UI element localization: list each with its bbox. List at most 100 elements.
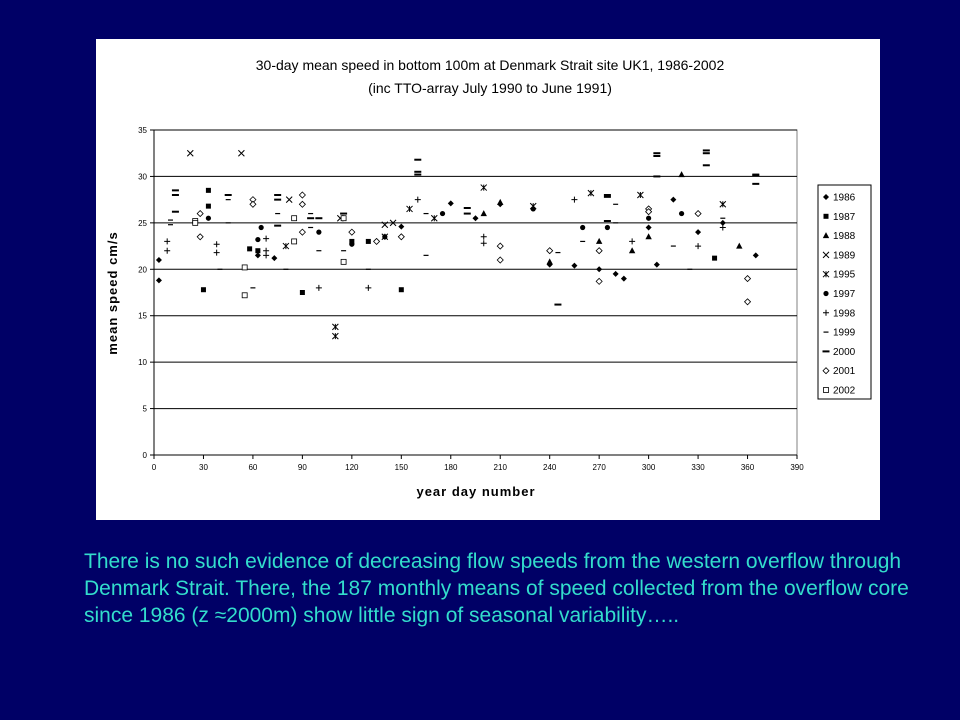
x-tick-label: 0 bbox=[152, 463, 157, 472]
marker-shape bbox=[365, 284, 372, 291]
marker-shape bbox=[587, 189, 595, 197]
marker-shape bbox=[298, 191, 306, 199]
data-point bbox=[719, 200, 727, 208]
marker-shape bbox=[571, 196, 578, 203]
series-1988 bbox=[480, 171, 743, 265]
marker-shape bbox=[271, 255, 278, 262]
legend-item-1999: 1999 bbox=[823, 328, 856, 339]
legend-label: 1988 bbox=[833, 231, 856, 242]
legend-marker bbox=[823, 387, 829, 393]
marker-shape bbox=[258, 224, 264, 231]
marker-shape bbox=[298, 200, 306, 208]
legend-item-1989: 1989 bbox=[822, 250, 856, 261]
data-point bbox=[298, 228, 306, 236]
legend-item-1986: 1986 bbox=[823, 193, 856, 204]
marker-shape bbox=[213, 241, 220, 248]
data-point bbox=[620, 275, 627, 282]
data-point bbox=[247, 246, 253, 252]
series-1987 bbox=[200, 187, 718, 295]
marker-shape bbox=[340, 215, 347, 222]
data-point bbox=[497, 198, 504, 205]
grid-lines bbox=[154, 129, 797, 410]
data-point bbox=[743, 275, 752, 283]
marker-shape bbox=[285, 196, 293, 203]
marker-shape bbox=[480, 240, 487, 247]
x-tick-label: 390 bbox=[790, 463, 804, 472]
marker-shape bbox=[628, 247, 636, 254]
marker-shape bbox=[712, 255, 718, 261]
data-point bbox=[291, 238, 298, 245]
x-axis-ticks: 0 30 60 90 120 150 180 210 240 270 300 330 360 390 bbox=[152, 455, 804, 472]
data-point bbox=[496, 256, 504, 264]
data-point bbox=[695, 229, 702, 236]
marker-shape bbox=[596, 266, 603, 273]
y-tick-label: 25 bbox=[138, 219, 147, 228]
data-point bbox=[254, 252, 261, 259]
data-point bbox=[743, 298, 752, 306]
marker-shape bbox=[719, 224, 726, 231]
marker-shape bbox=[823, 309, 829, 316]
series-2001 bbox=[196, 191, 752, 306]
data-point bbox=[315, 284, 322, 291]
marker-shape bbox=[340, 258, 347, 265]
marker-shape bbox=[752, 252, 759, 259]
data-point bbox=[263, 235, 270, 242]
y-tick-label: 15 bbox=[138, 312, 147, 321]
legend-label: 1995 bbox=[833, 270, 856, 281]
data-point bbox=[340, 215, 347, 222]
legend-item-1987: 1987 bbox=[823, 212, 856, 223]
marker-shape bbox=[315, 284, 322, 291]
marker-shape bbox=[823, 290, 829, 297]
data-point bbox=[530, 206, 536, 212]
y-tick-label: 30 bbox=[138, 172, 147, 181]
legend-label: 1998 bbox=[833, 308, 856, 319]
marker-shape bbox=[213, 249, 220, 256]
marker-shape bbox=[254, 252, 261, 259]
data-point bbox=[546, 247, 554, 255]
marker-shape bbox=[497, 198, 504, 205]
marker-shape bbox=[249, 200, 257, 208]
marker-shape bbox=[823, 194, 829, 200]
chart-svg: 30-day mean speed in bottom 100m at Denm… bbox=[105, 57, 872, 499]
marker-shape bbox=[678, 210, 685, 217]
legend-label: 2001 bbox=[833, 366, 856, 377]
y-tick-label: 0 bbox=[143, 451, 148, 460]
marker-shape bbox=[736, 242, 743, 249]
data-point bbox=[678, 171, 685, 178]
data-point bbox=[316, 229, 322, 235]
legend-label: 1986 bbox=[833, 193, 856, 204]
marker-shape bbox=[164, 238, 171, 245]
legend-item-1988: 1988 bbox=[822, 231, 856, 242]
data-point bbox=[596, 266, 603, 273]
data-point bbox=[271, 255, 278, 262]
legend-label: 1999 bbox=[833, 328, 856, 339]
marker-shape bbox=[155, 277, 162, 284]
marker-shape bbox=[365, 238, 371, 244]
data-point bbox=[241, 292, 248, 299]
x-tick-label: 60 bbox=[248, 463, 257, 472]
legend-marker bbox=[823, 213, 829, 219]
marker-shape bbox=[822, 367, 830, 375]
data-point bbox=[200, 287, 206, 293]
data-point bbox=[480, 184, 488, 191]
marker-shape bbox=[530, 206, 536, 212]
data-point bbox=[414, 196, 421, 203]
data-point bbox=[155, 257, 162, 263]
marker-shape bbox=[192, 219, 199, 226]
marker-shape bbox=[205, 215, 212, 221]
marker-shape bbox=[695, 243, 702, 250]
marker-shape bbox=[546, 258, 553, 265]
data-point bbox=[196, 233, 204, 241]
data-point bbox=[348, 228, 356, 236]
marker-shape bbox=[316, 229, 322, 235]
data-point bbox=[653, 261, 660, 268]
data-point bbox=[382, 234, 388, 240]
data-point bbox=[373, 237, 381, 245]
data-point bbox=[332, 323, 339, 331]
x-tick-label: 30 bbox=[199, 463, 208, 472]
marker-shape bbox=[629, 238, 636, 245]
data-point bbox=[299, 290, 305, 295]
x-axis-label: year day number bbox=[416, 484, 535, 499]
marker-shape bbox=[282, 242, 290, 250]
data-point bbox=[712, 255, 718, 261]
